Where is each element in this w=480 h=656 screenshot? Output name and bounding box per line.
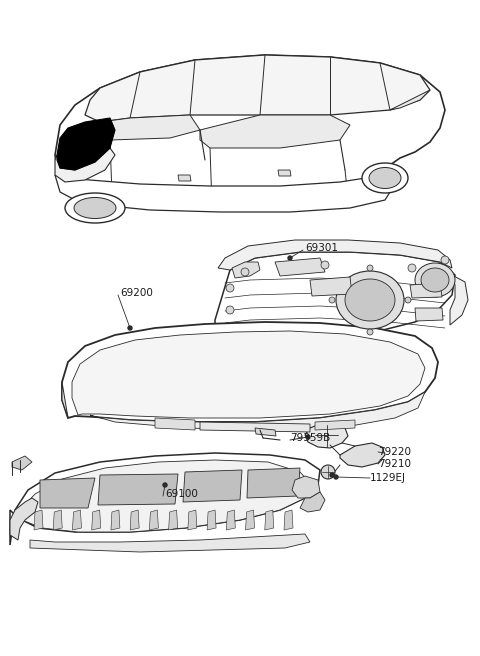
Polygon shape [415,308,443,321]
Circle shape [226,306,234,314]
Polygon shape [218,240,452,270]
Circle shape [128,326,132,330]
Polygon shape [226,510,235,530]
Text: 79220: 79220 [378,447,411,457]
Polygon shape [62,382,68,418]
Polygon shape [247,468,300,498]
Polygon shape [10,453,320,545]
Circle shape [367,265,373,271]
Polygon shape [10,498,38,540]
Text: 79210: 79210 [378,459,411,469]
Circle shape [163,483,167,487]
Polygon shape [149,510,158,530]
Circle shape [306,435,310,439]
Text: 79359B: 79359B [290,433,330,443]
Polygon shape [315,420,355,430]
Circle shape [329,297,335,303]
Polygon shape [340,443,385,467]
Circle shape [405,297,411,303]
Polygon shape [55,175,390,212]
Polygon shape [62,322,438,422]
Polygon shape [155,418,195,430]
Polygon shape [111,510,120,530]
Polygon shape [130,510,139,530]
Circle shape [241,268,249,276]
Polygon shape [292,476,320,498]
Polygon shape [100,115,200,140]
Polygon shape [72,331,425,418]
Circle shape [321,261,329,269]
Text: 69100: 69100 [165,489,198,499]
Circle shape [367,329,373,335]
Polygon shape [55,148,115,182]
Polygon shape [265,510,274,530]
Circle shape [408,264,416,272]
Polygon shape [18,460,310,532]
Circle shape [330,473,334,477]
Polygon shape [168,510,178,530]
Text: 1129EJ: 1129EJ [370,473,406,483]
Polygon shape [98,474,178,505]
Polygon shape [40,478,95,508]
Polygon shape [53,510,62,530]
Polygon shape [305,424,348,448]
Polygon shape [215,252,455,338]
Polygon shape [255,428,276,436]
Polygon shape [183,470,242,502]
Ellipse shape [336,271,404,329]
Circle shape [334,475,338,479]
Polygon shape [410,283,442,298]
Text: 69301: 69301 [305,243,338,253]
Ellipse shape [74,197,116,218]
Ellipse shape [421,268,449,292]
Text: 69200: 69200 [120,288,153,298]
Polygon shape [200,422,310,432]
Polygon shape [178,175,191,181]
Ellipse shape [369,167,401,188]
Polygon shape [34,510,43,530]
Ellipse shape [362,163,408,193]
Circle shape [226,284,234,292]
Polygon shape [72,510,82,530]
Polygon shape [12,456,32,470]
Circle shape [321,465,335,479]
Polygon shape [207,510,216,530]
Polygon shape [200,115,350,148]
Polygon shape [232,262,260,278]
Polygon shape [90,392,425,430]
Polygon shape [30,534,310,552]
Polygon shape [55,55,445,210]
Polygon shape [310,277,352,296]
Ellipse shape [345,279,395,321]
Circle shape [441,256,449,264]
Circle shape [288,256,292,260]
Polygon shape [188,510,197,530]
Polygon shape [57,118,115,170]
Polygon shape [390,90,430,110]
Polygon shape [85,55,430,122]
Polygon shape [284,510,293,530]
Polygon shape [300,492,325,512]
Polygon shape [246,510,254,530]
Ellipse shape [65,193,125,223]
Polygon shape [92,510,101,530]
Polygon shape [278,170,291,176]
Polygon shape [450,275,468,325]
Polygon shape [275,258,325,276]
Ellipse shape [415,263,455,297]
